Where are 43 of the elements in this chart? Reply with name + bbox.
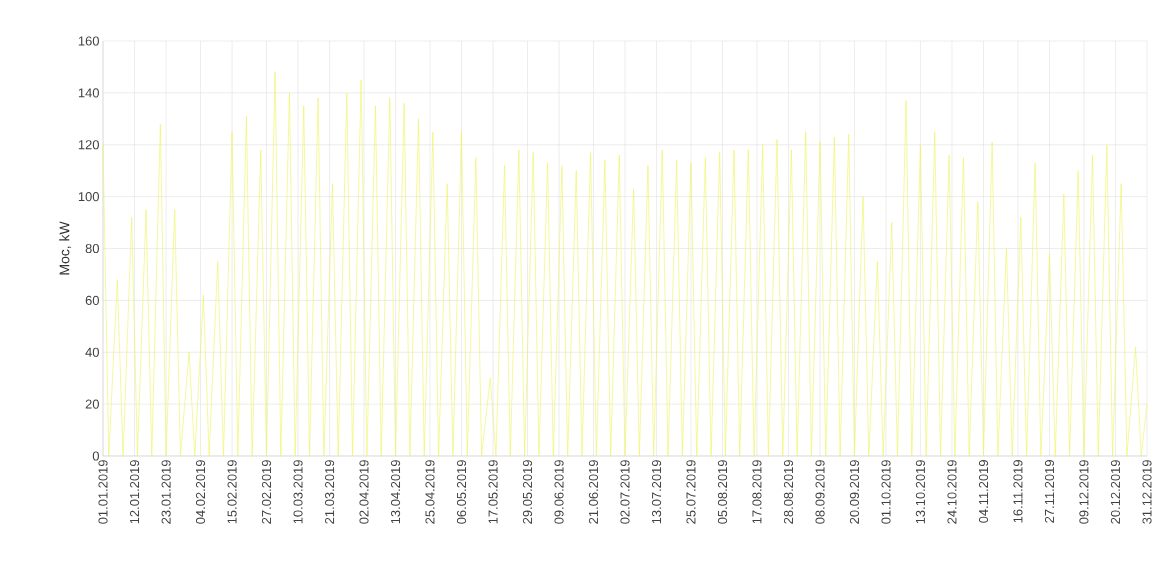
y-tick-label: 60 [85, 295, 99, 305]
x-tick-label: 21.03.2019 [325, 460, 335, 524]
x-tick-label: 21.06.2019 [588, 460, 599, 524]
x-tick-label: 08.09.2019 [815, 460, 825, 524]
x-tick-label: 27.11.2019 [1044, 460, 1055, 523]
x-tick-label: 25.04.2019 [425, 460, 435, 524]
x-tick-label: 09.06.2019 [554, 460, 564, 524]
y-tick-label: 20 [85, 399, 99, 409]
x-tick-label: 06.05.2019 [456, 460, 467, 524]
x-tick-label: 25.07.2019 [686, 460, 696, 524]
x-tick-label: 28.08.2019 [783, 460, 794, 524]
y-tick-label: 160 [78, 36, 99, 46]
x-tick-label: 05.08.2019 [717, 460, 728, 524]
y-tick-label: 100 [78, 192, 99, 202]
x-tick-label: 10.03.2019 [293, 460, 303, 524]
x-tick-label: 01.10.2019 [881, 460, 891, 524]
x-tick-label: 20.12.2019 [1110, 460, 1121, 524]
x-tick-label: 20.09.2019 [849, 460, 860, 524]
x-tick-label: 27.02.2019 [261, 460, 272, 524]
x-tick-label: 04.11.2019 [978, 460, 989, 523]
x-tick-label: 16.11.2019 [1013, 460, 1023, 523]
x-tick-label: 09.12.2019 [1079, 460, 1089, 524]
x-tick-label: 23.01.2019 [161, 460, 171, 524]
y-axis-title: Moc, kW [59, 221, 72, 275]
x-tick-label: 01.01.2019 [98, 460, 108, 524]
x-tick-label: 15.02.2019 [227, 460, 237, 524]
y-tick-label: 80 [85, 243, 99, 254]
x-tick-label: 29.05.2019 [522, 460, 533, 524]
y-tick-label: 120 [78, 140, 99, 150]
x-tick-label: 04.02.2019 [195, 460, 206, 524]
x-tick-label: 17.08.2019 [752, 460, 762, 524]
x-tick-label: 13.04.2019 [390, 460, 401, 524]
x-tick-label: 24.10.2019 [947, 460, 957, 524]
x-tick-label: 13.07.2019 [651, 460, 662, 524]
x-tick-label: 02.04.2019 [359, 460, 369, 524]
y-tick-label: 0 [92, 451, 99, 461]
x-tick-label: 17.05.2019 [488, 460, 498, 524]
x-tick-label: 02.07.2019 [620, 460, 630, 524]
x-tick-label: 31.12.2019 [1142, 460, 1152, 524]
x-tick-label: 13.10.2019 [915, 460, 926, 524]
y-tick-label: 40 [85, 347, 99, 357]
x-tick-label: 12.01.2019 [129, 460, 140, 524]
y-tick-label: 140 [78, 88, 99, 98]
